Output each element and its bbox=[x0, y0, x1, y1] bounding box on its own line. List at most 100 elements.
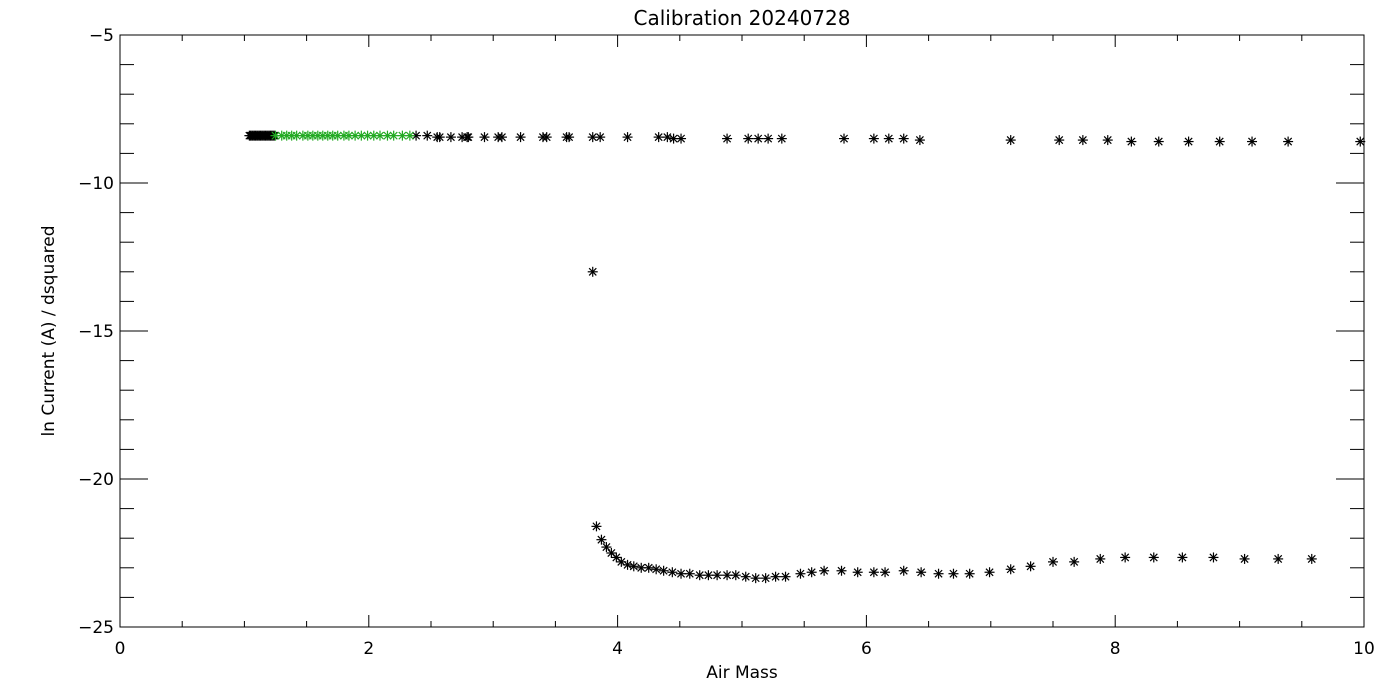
data-point bbox=[852, 567, 863, 578]
data-point bbox=[643, 562, 654, 573]
data-point bbox=[883, 133, 894, 144]
plot-frame bbox=[119, 34, 1365, 628]
y-tick-label: −10 bbox=[78, 174, 114, 194]
data-point bbox=[964, 568, 975, 579]
data-point bbox=[776, 133, 787, 144]
data-point bbox=[703, 570, 714, 581]
data-point bbox=[868, 133, 879, 144]
y-tick-label: −25 bbox=[78, 618, 114, 638]
x-tick-label: 6 bbox=[861, 639, 872, 659]
data-point bbox=[743, 133, 754, 144]
data-point bbox=[653, 132, 664, 143]
data-point bbox=[1239, 553, 1250, 564]
data-point bbox=[1048, 556, 1058, 567]
data-point bbox=[1126, 136, 1137, 147]
data-point bbox=[819, 565, 830, 576]
data-point bbox=[770, 571, 781, 582]
data-point bbox=[350, 130, 361, 141]
data-point bbox=[1054, 135, 1065, 146]
data-point bbox=[1005, 135, 1016, 146]
axis-ticks bbox=[119, 34, 1365, 628]
data-point bbox=[1005, 564, 1016, 575]
data-point bbox=[1283, 136, 1294, 147]
data-point bbox=[463, 132, 474, 143]
data-point bbox=[1095, 553, 1106, 564]
data-point bbox=[763, 133, 774, 144]
data-point bbox=[984, 567, 995, 578]
data-point bbox=[596, 534, 607, 545]
data-point bbox=[712, 570, 723, 581]
data-point bbox=[684, 568, 695, 579]
data-point bbox=[740, 571, 751, 582]
axis-tick-labels: 0 2 4 6 8 10 −5 −10 −15 −20 −25 bbox=[78, 26, 1375, 659]
data-point bbox=[601, 542, 612, 553]
data-point bbox=[1120, 552, 1131, 563]
data-point bbox=[1273, 553, 1284, 564]
data-point bbox=[343, 130, 354, 141]
data-point bbox=[836, 565, 847, 576]
data-point bbox=[587, 266, 598, 277]
data-point bbox=[898, 565, 909, 576]
data-point bbox=[1208, 552, 1219, 563]
data-points bbox=[244, 130, 1366, 584]
data-point bbox=[753, 133, 764, 144]
data-point bbox=[595, 132, 606, 143]
data-point bbox=[1183, 136, 1194, 147]
data-point bbox=[1355, 136, 1366, 147]
data-point bbox=[750, 573, 761, 584]
data-point bbox=[1247, 136, 1258, 147]
y-tick-label: −20 bbox=[78, 470, 114, 490]
data-point bbox=[651, 564, 662, 575]
data-point bbox=[1025, 561, 1036, 572]
data-point bbox=[722, 133, 733, 144]
data-point bbox=[479, 132, 490, 143]
data-point bbox=[662, 132, 673, 143]
x-tick-label: 10 bbox=[1353, 639, 1375, 659]
data-point bbox=[622, 132, 633, 143]
data-point bbox=[730, 570, 741, 581]
data-point bbox=[1306, 553, 1317, 564]
data-point bbox=[564, 132, 575, 143]
data-point bbox=[795, 568, 806, 579]
data-point bbox=[1153, 136, 1164, 147]
data-point bbox=[667, 567, 678, 578]
x-tick-label: 8 bbox=[1110, 639, 1121, 659]
data-point bbox=[496, 132, 507, 143]
data-point bbox=[1102, 135, 1113, 146]
data-point bbox=[591, 521, 602, 532]
data-point bbox=[694, 570, 705, 581]
data-point bbox=[760, 573, 771, 584]
data-point bbox=[541, 132, 552, 143]
data-point bbox=[1077, 135, 1088, 146]
data-point bbox=[914, 135, 925, 146]
data-point bbox=[676, 133, 687, 144]
data-point bbox=[933, 568, 944, 579]
data-point bbox=[374, 130, 385, 141]
data-point bbox=[722, 570, 733, 581]
data-point bbox=[868, 567, 879, 578]
data-point bbox=[382, 130, 393, 141]
data-point bbox=[880, 567, 891, 578]
data-point bbox=[806, 567, 817, 578]
y-axis-label: ln Current (A) / dsquared bbox=[39, 225, 59, 436]
data-point bbox=[658, 565, 669, 576]
data-point bbox=[1069, 556, 1080, 567]
data-point bbox=[404, 130, 415, 141]
data-point bbox=[916, 567, 927, 578]
data-point bbox=[628, 561, 639, 572]
x-tick-label: 4 bbox=[612, 639, 623, 659]
x-tick-label: 0 bbox=[115, 639, 126, 659]
data-point bbox=[676, 568, 687, 579]
data-point bbox=[434, 132, 445, 143]
y-tick-label: −5 bbox=[89, 26, 114, 46]
data-point bbox=[1148, 552, 1159, 563]
x-tick-label: 2 bbox=[363, 639, 374, 659]
data-point bbox=[622, 559, 633, 570]
data-point bbox=[388, 130, 399, 141]
x-axis-label: Air Mass bbox=[706, 663, 778, 683]
chart-title: Calibration 20240728 bbox=[634, 6, 851, 30]
data-point bbox=[780, 571, 791, 582]
data-point bbox=[270, 130, 281, 141]
data-point bbox=[839, 133, 850, 144]
